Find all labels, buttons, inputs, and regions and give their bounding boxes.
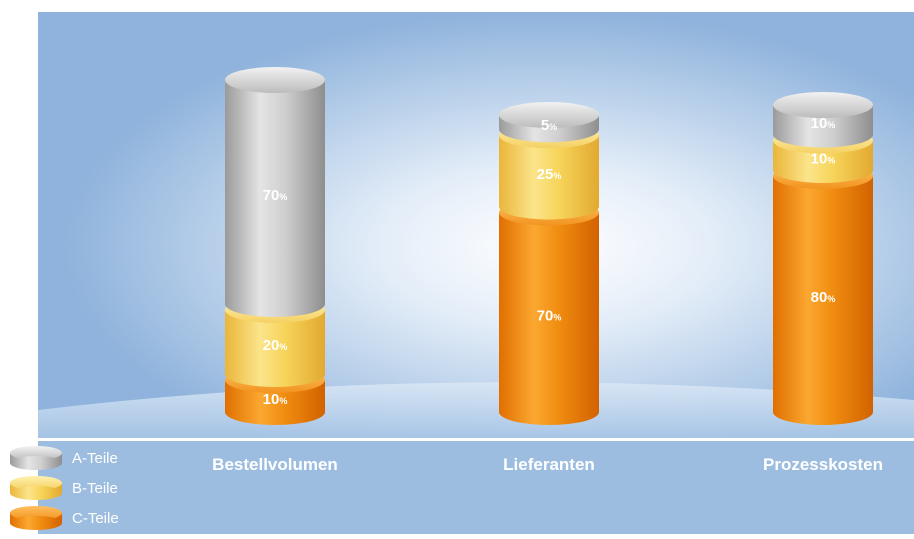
legend-swatch-base-a-teile — [10, 456, 62, 470]
bar-segment-c-teile-lieferanten-body — [499, 212, 599, 425]
bars-layer: 10% 20% 70% 70% 25% 5% 80% 10% 10% — [225, 67, 873, 425]
legend-swatch-base-b-teile — [10, 486, 62, 500]
data-label-a-teile-lieferanten: 5% — [541, 117, 557, 134]
data-label-a-teile-prozesskosten: 10% — [811, 115, 836, 132]
chart-background — [38, 12, 914, 438]
legend-item-a-teile: A-Teile — [10, 446, 118, 470]
bar-segment-a-teile-bestellvolumen-body — [225, 80, 325, 317]
bar-column-lieferanten: 70% 25% 5% — [499, 102, 599, 425]
data-label-a-teile-bestellvolumen: 70% — [263, 187, 288, 204]
bar-segment-b-teile-lieferanten-body — [499, 135, 599, 220]
bar-column-prozesskosten: 80% 10% 10% — [773, 92, 873, 425]
legend-swatch-c-teile — [10, 506, 62, 520]
legend-swatch-base-c-teile — [10, 516, 62, 530]
data-label-c-teile-lieferanten: 70% — [537, 307, 562, 324]
bar-segment-a-teile-bestellvolumen: 70% — [225, 67, 325, 317]
bar-segment-a-teile-lieferanten: 5% — [499, 102, 599, 143]
legend-swatch-b-teile — [10, 476, 62, 490]
bar-segment-c-teile-prozesskosten: 80% — [773, 163, 873, 425]
legend-label-a-teile: A-Teile — [72, 450, 118, 467]
data-label-c-teile-bestellvolumen: 10% — [263, 391, 288, 408]
data-label-b-teile-prozesskosten: 10% — [811, 150, 836, 167]
bar-segment-a-teile-prozesskosten: 10% — [773, 92, 873, 148]
lower-band — [38, 441, 914, 534]
category-labels: Bestellvolumen Lieferanten Prozesskosten — [212, 455, 883, 474]
bar-segment-c-teile-prozesskosten-body — [773, 176, 873, 425]
category-label-bestellvolumen: Bestellvolumen — [212, 455, 338, 474]
bar-segment-a-teile-bestellvolumen-cap — [225, 67, 325, 93]
legend-item-c-teile: C-Teile — [10, 506, 119, 530]
data-label-b-teile-lieferanten: 25% — [537, 166, 562, 183]
legend-label-b-teile: B-Teile — [72, 480, 118, 497]
bar-segment-b-teile-bestellvolumen-body — [225, 310, 325, 387]
bar-column-bestellvolumen: 10% 20% 70% — [225, 67, 325, 425]
legend: A-Teile B-Teile C-Teile — [10, 446, 119, 530]
legend-label-c-teile: C-Teile — [72, 510, 119, 527]
data-label-b-teile-bestellvolumen: 20% — [263, 337, 288, 354]
bar-segment-a-teile-prozesskosten-cap — [773, 92, 873, 118]
legend-swatch-a-teile — [10, 446, 62, 460]
category-label-lieferanten: Lieferanten — [503, 455, 595, 474]
bar-segment-a-teile-lieferanten-cap — [499, 102, 599, 128]
legend-item-b-teile: B-Teile — [10, 476, 118, 500]
data-label-c-teile-prozesskosten: 80% — [811, 289, 836, 306]
category-label-prozesskosten: Prozesskosten — [763, 455, 883, 474]
bar-segment-c-teile-lieferanten: 70% — [499, 199, 599, 425]
